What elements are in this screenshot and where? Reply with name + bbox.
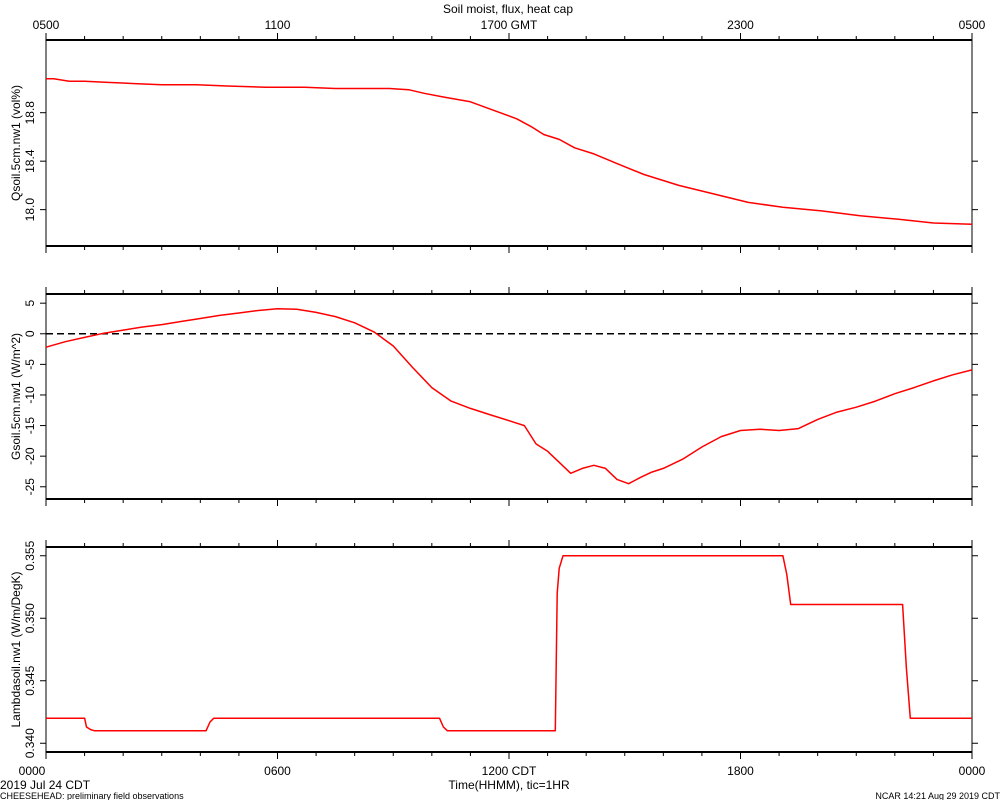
y-tick-label: -25 xyxy=(23,478,37,496)
y-tick-label: -5 xyxy=(23,359,37,370)
chart-title: Soil moist, flux, heat cap xyxy=(443,2,573,16)
bottom-axis-tick-label: 0600 xyxy=(264,764,291,778)
y-tick-label: -10 xyxy=(23,386,37,404)
y-tick-label: -20 xyxy=(23,447,37,465)
top-axis-tick-label: 1100 xyxy=(265,18,291,32)
bottom-axis-tick-label: 0000 xyxy=(959,764,986,778)
y-axis-label: Lambdasoil.nw1 (W/m/DegK) xyxy=(9,571,23,727)
bottom-axis-tick-label: 1800 xyxy=(727,764,754,778)
top-axis-tick-label: 2300 xyxy=(727,18,754,32)
y-tick-label: 5 xyxy=(23,300,37,307)
y-tick-label: 18.4 xyxy=(23,149,37,173)
footer-left: CHEESEHEAD: preliminary field observatio… xyxy=(0,791,184,800)
plot-frame xyxy=(45,39,973,247)
plot-frame xyxy=(45,546,973,753)
bottom-axis-tick-label: 0000 xyxy=(19,764,46,778)
date-label: 2019 Jul 24 CDT xyxy=(0,778,91,792)
bottom-axis-label: Time(HHMM), tic=1HR xyxy=(448,778,570,792)
y-axis-label: Gsoil.5cm.nw1 (W/m^2) xyxy=(9,333,23,460)
series-line xyxy=(46,555,972,732)
y-tick-label: -15 xyxy=(23,417,37,435)
top-axis-tick-label: 0500 xyxy=(959,18,986,32)
y-axis-label: Qsoil.5cm.nw1 (vol%) xyxy=(9,85,23,201)
footer-right: NCAR 14:21 Aug 29 2019 CDT xyxy=(875,791,1000,800)
y-tick-label: 0.350 xyxy=(23,603,37,633)
panel-2: 5 0 -5 -10 -15 -20 -25 Gsoil.5cm.nw1 (W/m^2) xyxy=(9,287,978,506)
top-axis-tick-label: 0500 xyxy=(33,18,60,32)
y-tick-label: 0.355 xyxy=(23,540,37,570)
bottom-axis-tick-label: 1200 CDT xyxy=(482,764,537,778)
top-axis-label: 1700 GMT xyxy=(481,18,538,32)
series-line xyxy=(45,307,973,485)
y-tick-label: 0.340 xyxy=(23,728,37,758)
y-tick-label: 18.8 xyxy=(23,101,37,125)
series-line xyxy=(46,78,973,225)
y-tick-label: 0.345 xyxy=(23,665,37,695)
y-tick-label: 18.0 xyxy=(23,198,37,222)
y-tick-label: 0 xyxy=(23,330,37,337)
plot-frame xyxy=(45,293,973,500)
